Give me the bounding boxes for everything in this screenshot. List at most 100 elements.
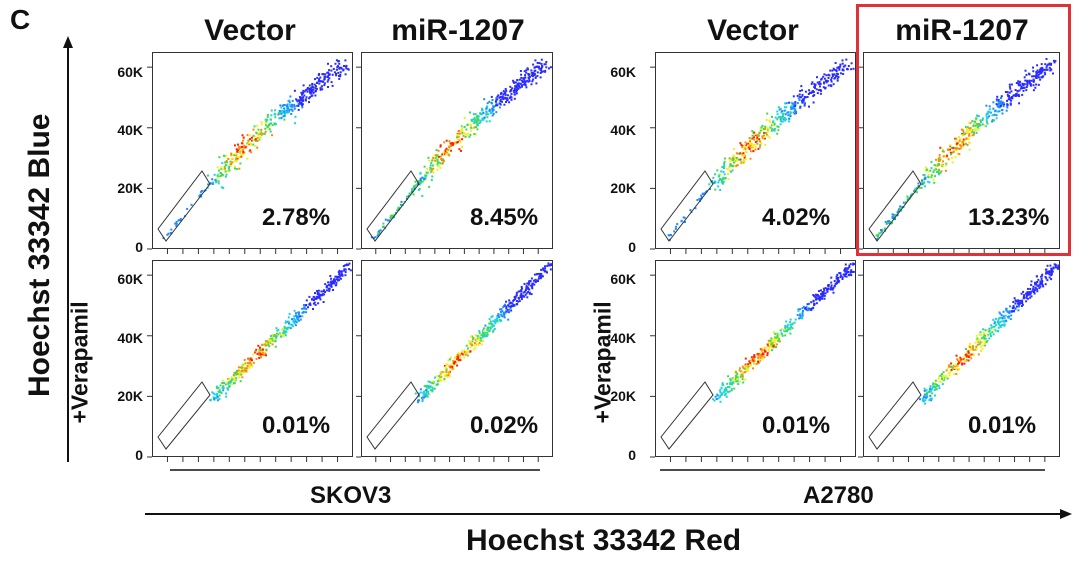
density-point	[436, 168, 439, 171]
density-point	[784, 119, 787, 122]
density-point	[744, 378, 747, 381]
density-point	[540, 71, 543, 73]
density-point	[349, 269, 352, 272]
density-point	[260, 356, 262, 359]
density-point	[723, 162, 726, 165]
density-point	[242, 150, 245, 153]
density-point	[1019, 83, 1021, 86]
density-point	[469, 123, 472, 126]
density-point	[283, 330, 286, 332]
plot-a2780-mir1207	[863, 52, 1060, 249]
density-point	[431, 380, 434, 383]
density-point	[486, 116, 489, 119]
density-point	[478, 119, 481, 122]
density-point	[465, 344, 468, 347]
density-point	[759, 140, 761, 143]
side-population-point	[694, 207, 697, 210]
density-point	[500, 313, 503, 316]
density-point	[759, 352, 762, 355]
density-point	[754, 133, 757, 135]
density-point	[222, 385, 225, 388]
density-point	[994, 109, 997, 112]
density-point	[323, 78, 326, 80]
density-point	[796, 102, 799, 105]
density-point	[496, 98, 499, 101]
density-point	[718, 179, 721, 182]
density-point	[722, 391, 725, 394]
density-point	[314, 298, 317, 300]
y-tick-label-top-40k-right: 40K	[610, 122, 636, 138]
density-point	[323, 289, 325, 292]
density-point	[758, 146, 761, 149]
density-point	[933, 169, 936, 172]
density-point	[248, 366, 251, 368]
density-point	[545, 270, 548, 273]
density-point	[480, 337, 483, 340]
density-point	[827, 287, 830, 290]
density-point	[769, 126, 772, 129]
density-point	[430, 170, 433, 173]
density-point	[981, 344, 984, 347]
density-point	[520, 288, 523, 291]
density-point	[785, 325, 788, 328]
density-point	[789, 115, 792, 118]
density-point	[780, 333, 783, 336]
density-point	[425, 174, 428, 177]
density-point	[759, 129, 762, 132]
density-point	[783, 109, 786, 112]
density-point	[489, 320, 492, 323]
density-point	[507, 318, 510, 321]
density-point	[303, 90, 306, 93]
density-point	[1000, 324, 1003, 327]
density-point	[270, 114, 273, 117]
density-point	[823, 81, 825, 84]
side-population-point	[170, 228, 173, 231]
density-point	[230, 163, 233, 166]
density-point	[829, 288, 832, 291]
density-point	[993, 119, 996, 122]
density-point	[426, 171, 429, 174]
density-point	[428, 185, 431, 188]
density-point	[717, 397, 720, 400]
density-point	[454, 360, 457, 363]
density-point	[247, 140, 250, 143]
density-point	[492, 329, 495, 332]
density-point	[793, 321, 796, 324]
density-point	[986, 122, 989, 125]
density-point	[469, 335, 472, 338]
density-point	[320, 80, 322, 83]
density-point	[777, 336, 780, 339]
density-point	[944, 169, 947, 172]
density-point	[275, 336, 277, 339]
density-point	[1023, 83, 1026, 86]
side-population-point	[186, 207, 189, 210]
density-point	[958, 361, 961, 364]
density-point	[771, 123, 774, 126]
density-point	[468, 135, 471, 138]
density-point	[535, 82, 538, 85]
density-point	[804, 307, 807, 309]
density-point	[319, 76, 322, 79]
density-point	[252, 361, 255, 364]
density-point	[242, 368, 245, 371]
density-point	[781, 113, 784, 116]
density-point	[835, 70, 838, 73]
density-point	[237, 143, 239, 146]
density-point	[978, 339, 981, 341]
density-point	[338, 269, 341, 272]
density-point	[971, 120, 974, 123]
density-point	[506, 94, 509, 97]
density-point	[297, 104, 300, 107]
density-point	[1046, 264, 1049, 267]
density-point	[1021, 300, 1024, 303]
density-point	[983, 337, 986, 340]
density-point	[1037, 83, 1040, 86]
density-point	[767, 339, 770, 342]
density-point	[479, 112, 482, 115]
density-point	[493, 327, 496, 330]
density-point	[959, 356, 962, 359]
density-point	[261, 352, 264, 354]
density-point	[789, 328, 792, 331]
density-point	[998, 324, 1001, 327]
density-point	[934, 383, 937, 386]
